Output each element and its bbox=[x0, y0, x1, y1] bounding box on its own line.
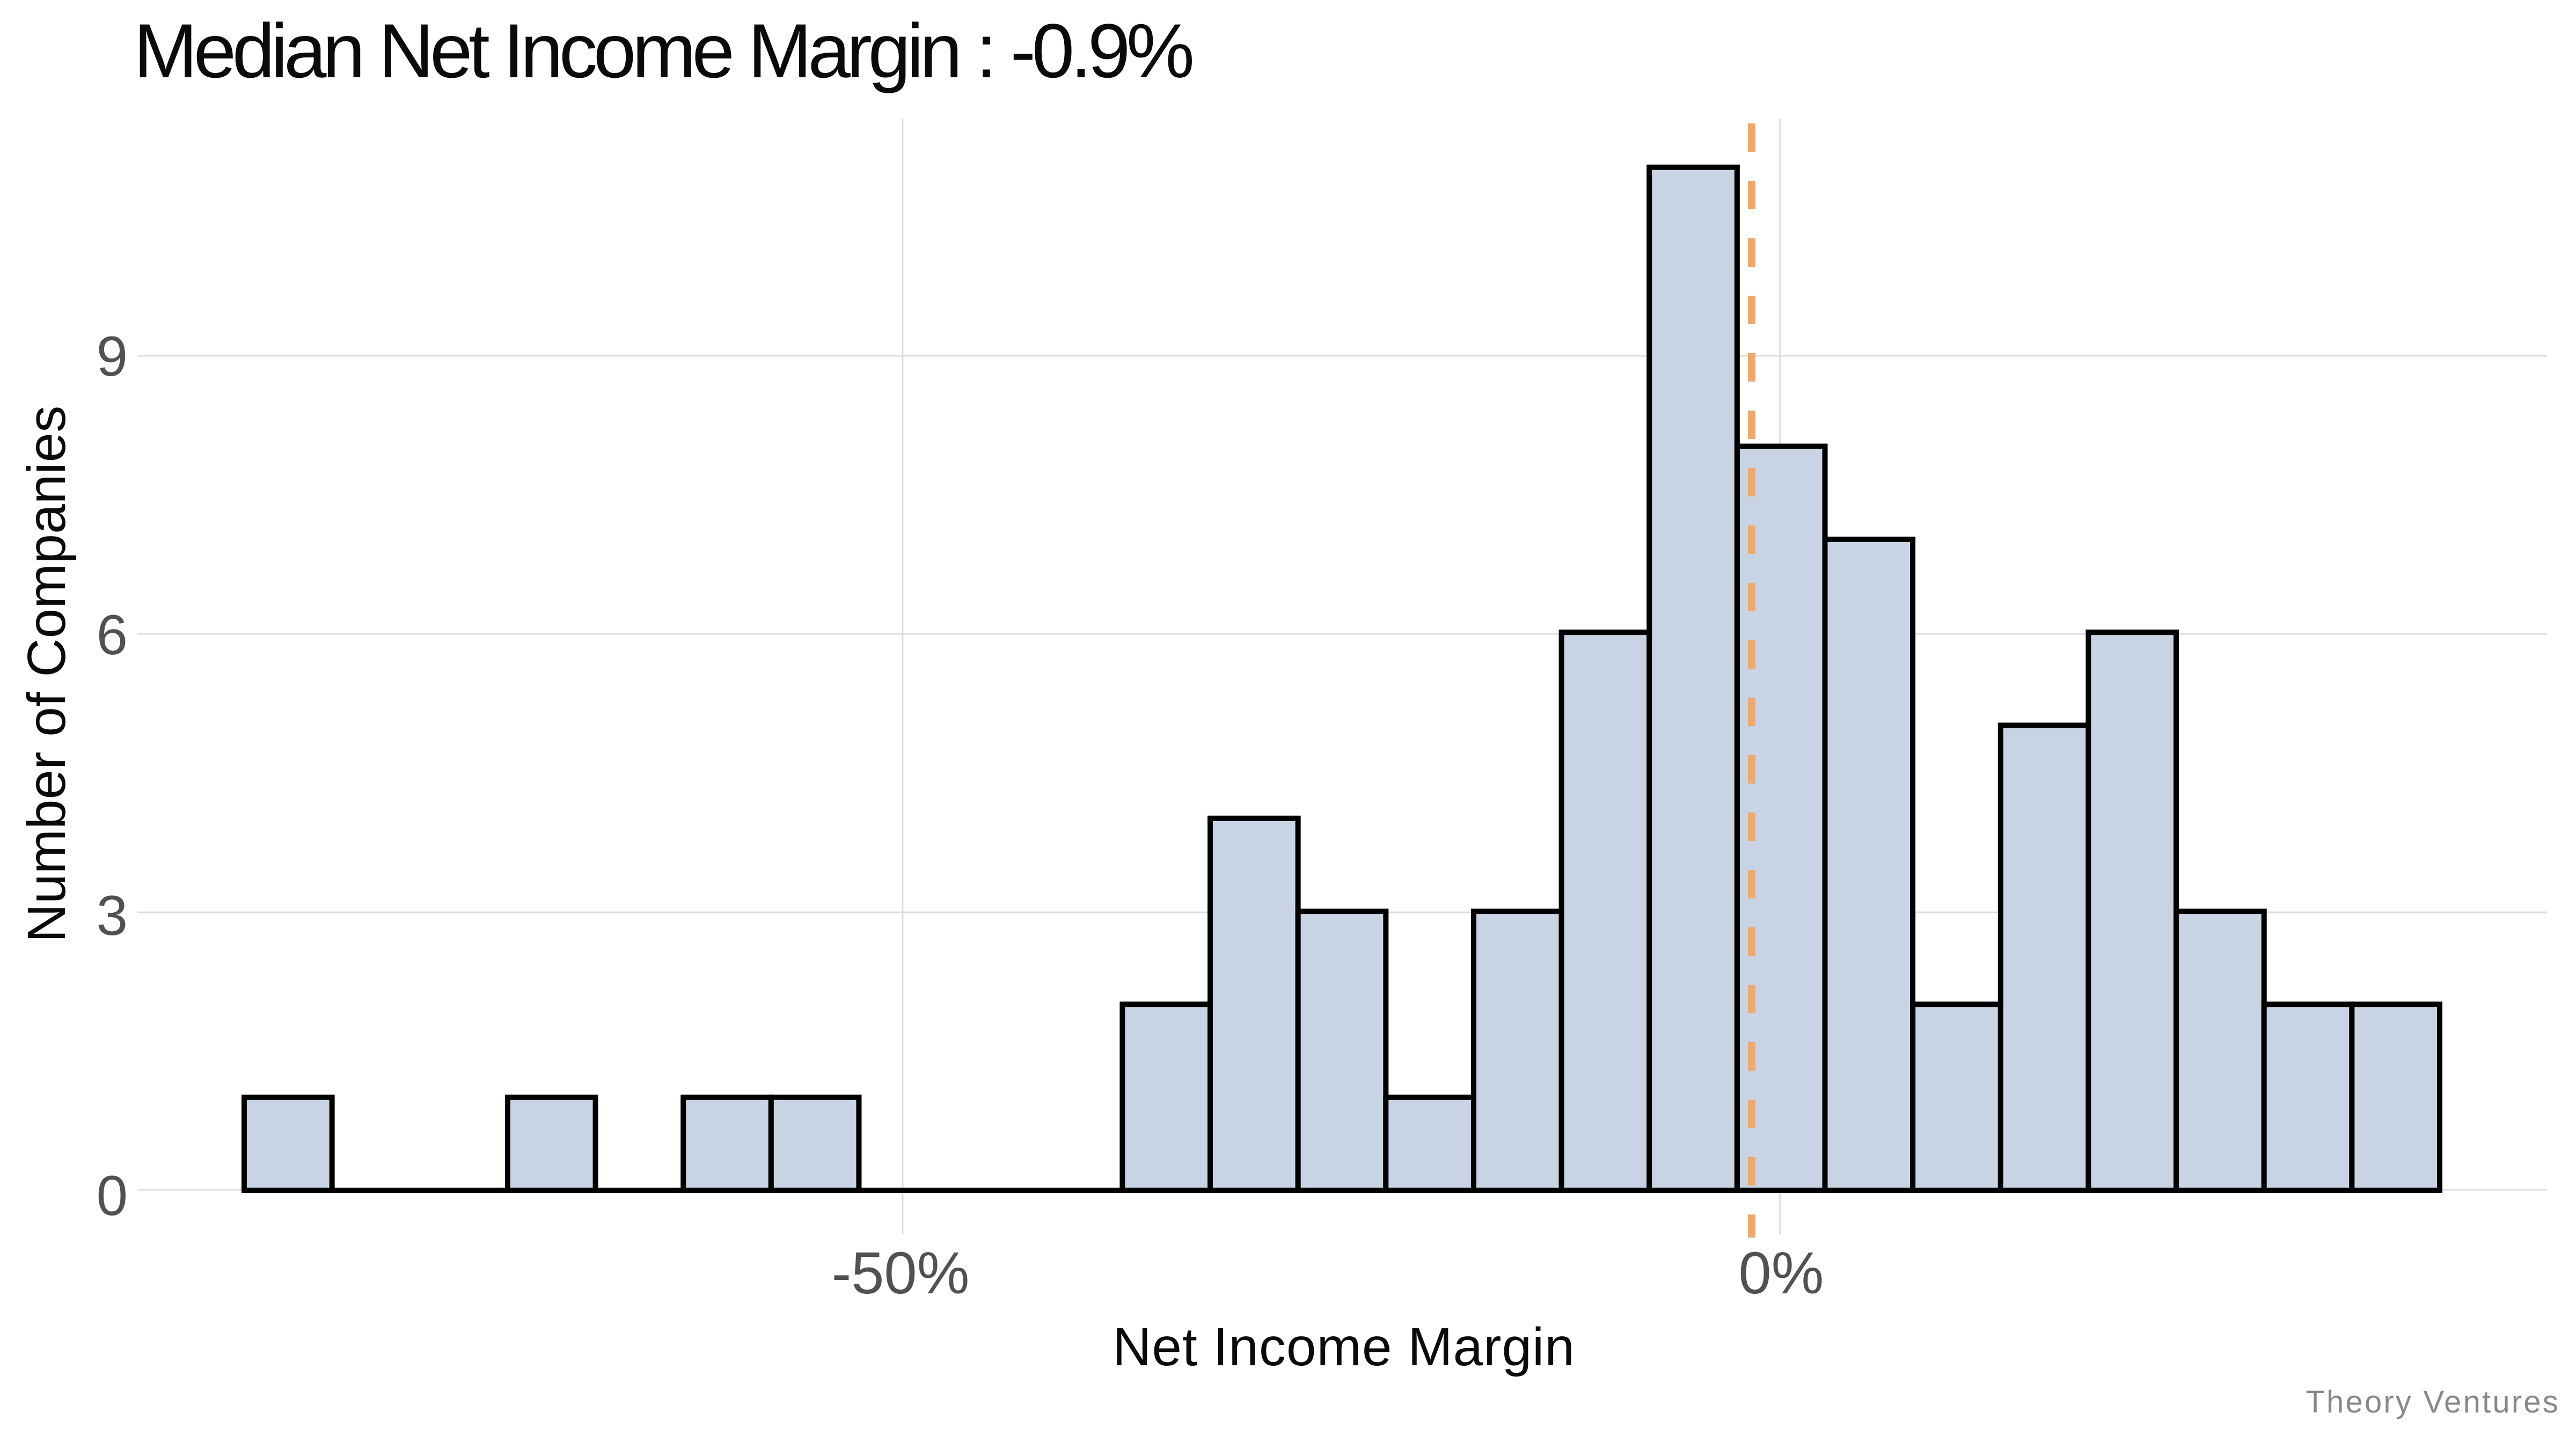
svg-text:-50%: -50% bbox=[832, 1240, 970, 1306]
svg-text:3: 3 bbox=[97, 884, 128, 947]
svg-text:Number of Companies: Number of Companies bbox=[17, 406, 77, 942]
svg-text:0%: 0% bbox=[1739, 1240, 1824, 1306]
svg-text:Theory Ventures: Theory Ventures bbox=[2306, 1385, 2560, 1419]
svg-text:Net Income Margin: Net Income Margin bbox=[1113, 1317, 1575, 1377]
svg-text:9: 9 bbox=[97, 325, 128, 388]
svg-text:0: 0 bbox=[97, 1165, 128, 1227]
svg-text:6: 6 bbox=[97, 604, 128, 667]
svg-text:Median Net Income Margin : -0.: Median Net Income Margin : -0.9% bbox=[134, 9, 1192, 94]
